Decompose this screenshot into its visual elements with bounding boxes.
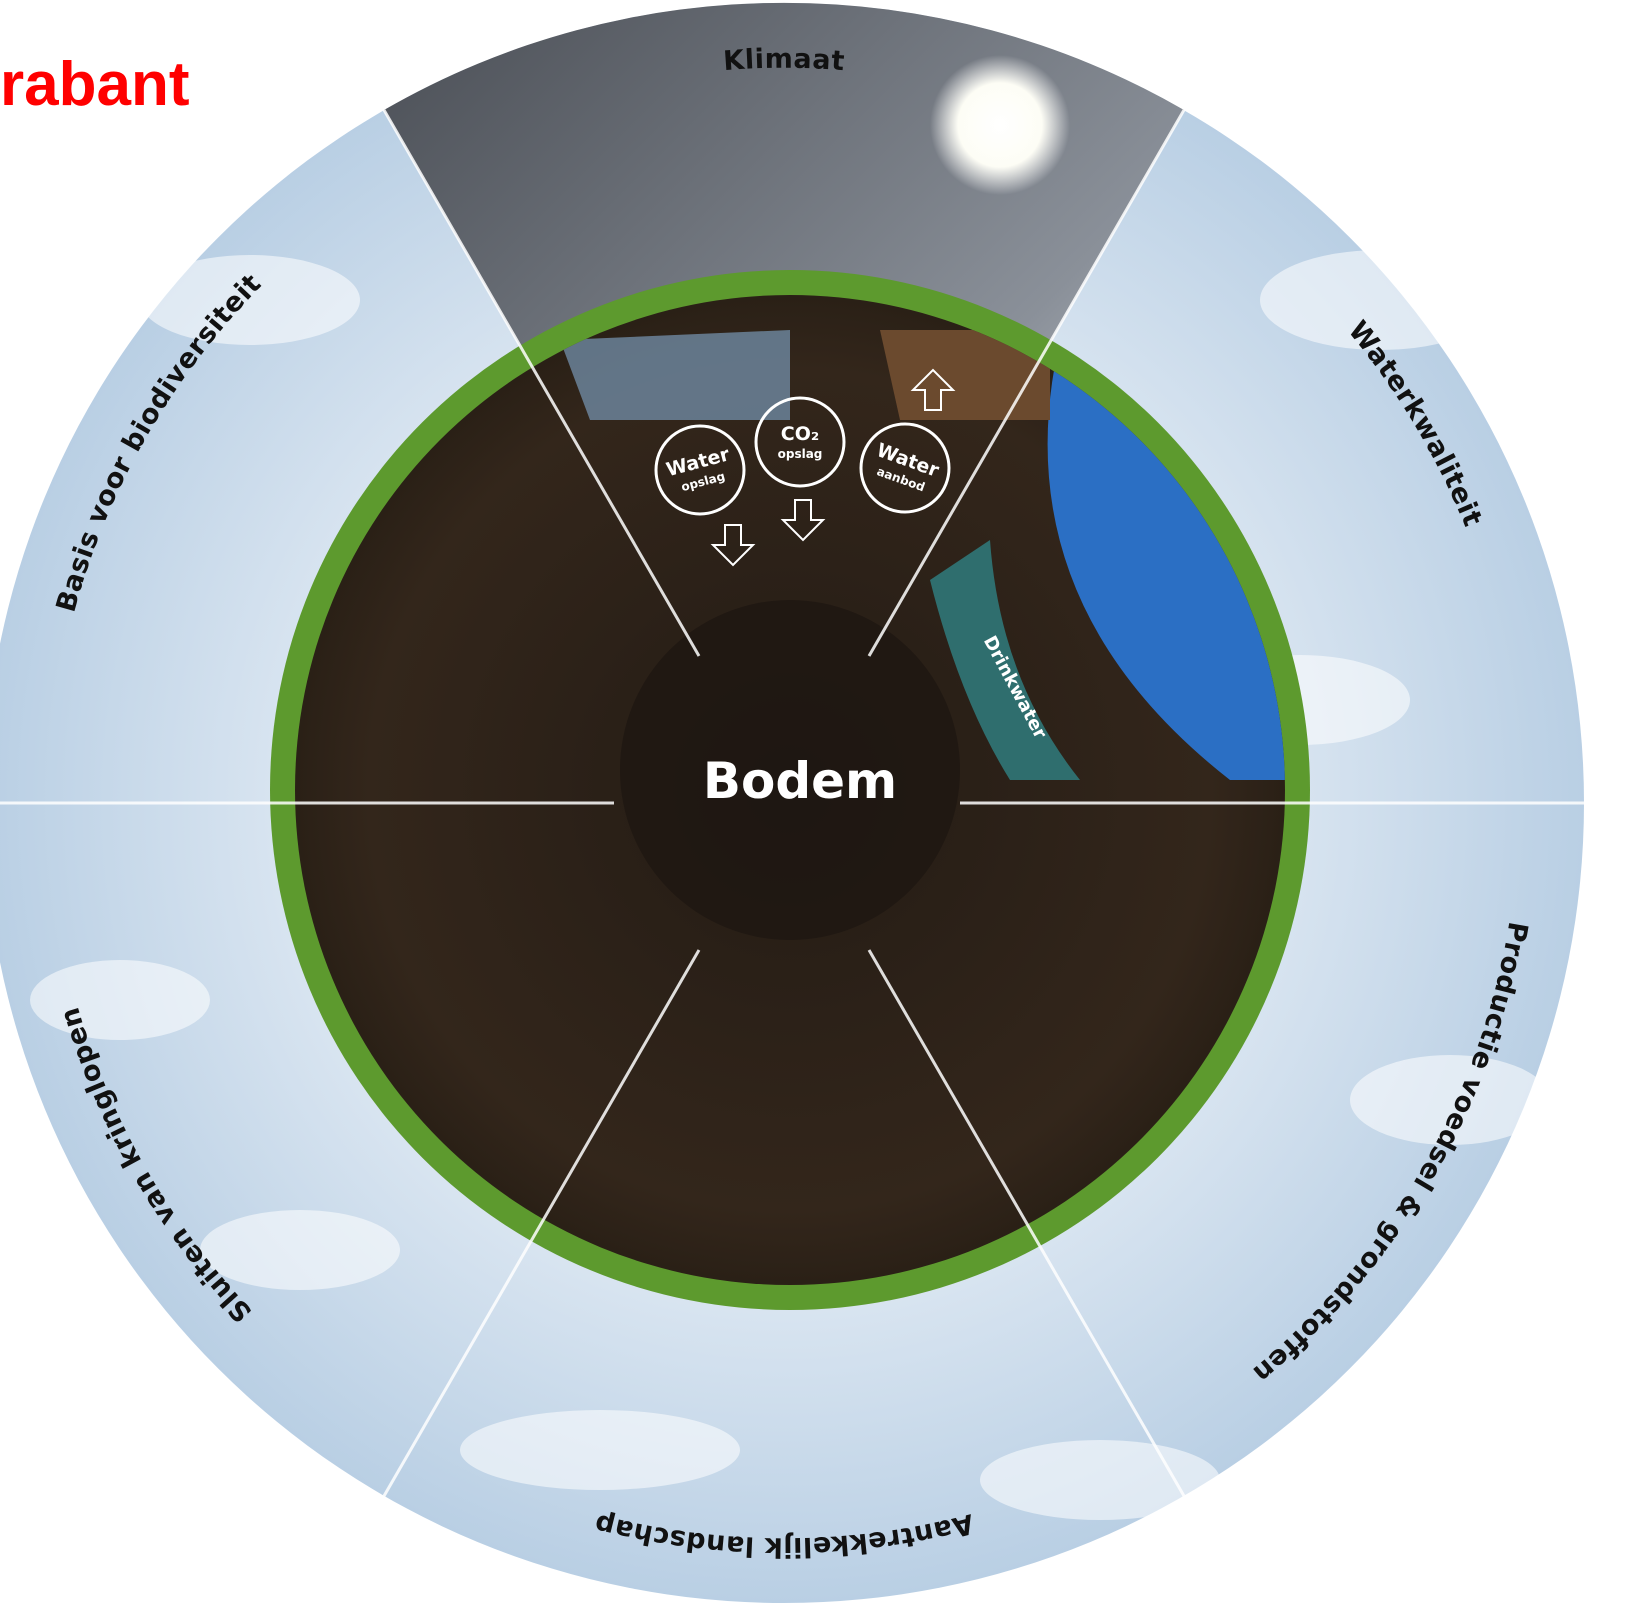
page-title: rabant: [0, 50, 189, 119]
sector-label: Klimaat: [722, 44, 846, 77]
sun: [930, 55, 1070, 195]
icon-title: CO₂: [781, 423, 819, 445]
puddle: [560, 330, 790, 420]
icon-subtitle: opslag: [778, 447, 823, 461]
infographic: rabant Klimaat Waterkwaliteit Productie …: [0, 0, 1629, 1607]
center-label: Bodem: [703, 752, 897, 810]
